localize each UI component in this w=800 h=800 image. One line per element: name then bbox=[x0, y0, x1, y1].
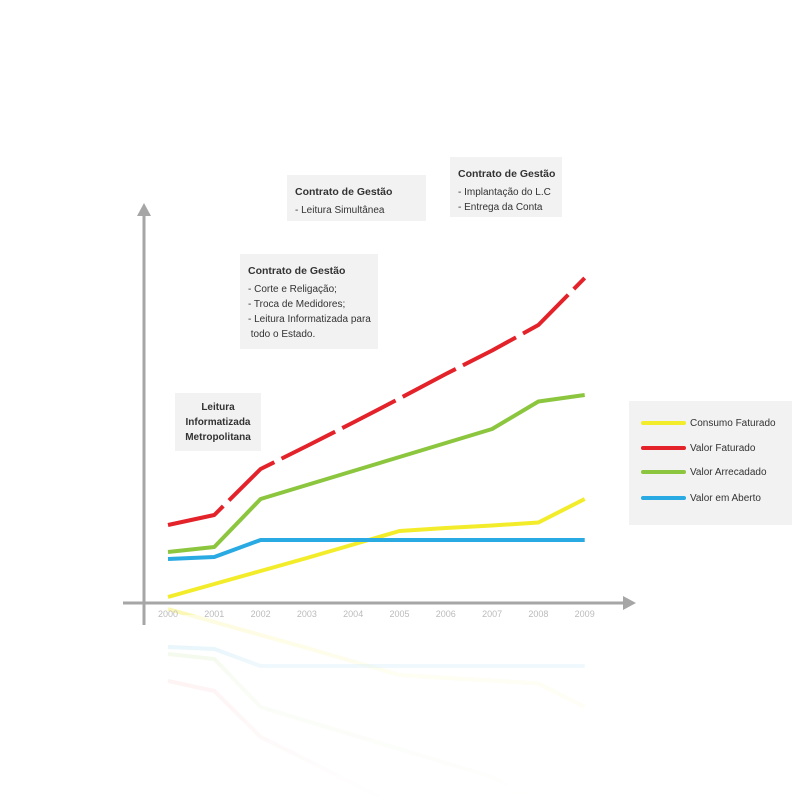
x-axis bbox=[123, 596, 636, 610]
x-tick-label: 2001 bbox=[204, 609, 224, 619]
legend-item-valor-faturado: Valor Faturado bbox=[641, 441, 755, 455]
series-line-valor-arrecadado bbox=[167, 393, 585, 554]
x-tick-label: 2002 bbox=[251, 609, 271, 619]
annotation-contrato-gestao-1: Contrato de Gestão - Corte e Religação; … bbox=[240, 254, 378, 349]
legend-label: Consumo Faturado bbox=[690, 417, 776, 429]
legend-item-consumo-faturado: Consumo Faturado bbox=[641, 416, 776, 430]
annotation-contrato-gestao-3: Contrato de Gestão - Implantação do L.C … bbox=[450, 157, 562, 217]
chart-legend: Consumo Faturado Valor Faturado Valor Ar… bbox=[629, 401, 792, 525]
annotation-line: Leitura bbox=[201, 402, 235, 413]
series-lines bbox=[167, 276, 587, 599]
series-line-valor-faturado bbox=[167, 276, 587, 527]
annotation-line: Informatizada bbox=[185, 417, 251, 428]
legend-item-valor-em-aberto: Valor em Aberto bbox=[641, 491, 761, 505]
legend-swatch bbox=[641, 446, 686, 450]
legend-label: Valor Faturado bbox=[690, 442, 756, 454]
legend-label: Valor Arrecadado bbox=[690, 466, 767, 478]
x-tick-label: 2007 bbox=[482, 609, 502, 619]
x-tick-label: 2008 bbox=[528, 609, 548, 619]
annotation-line: - Corte e Religação; bbox=[248, 284, 337, 295]
x-tick-label: 2003 bbox=[297, 609, 317, 619]
annotation-line: Metropolitana bbox=[185, 432, 251, 443]
annotation-line: - Implantação do L.C bbox=[458, 187, 551, 198]
y-axis bbox=[137, 203, 151, 625]
annotation-line: - Leitura Simultânea bbox=[295, 205, 385, 216]
x-tick-label: 2009 bbox=[575, 609, 595, 619]
series-line-valor-em-aberto bbox=[167, 538, 585, 561]
x-tick-label: 2005 bbox=[389, 609, 409, 619]
x-tick-labels: 2000 2001 2002 2003 2004 2005 2006 2007 2008 2009 bbox=[158, 609, 595, 619]
reflection-fade bbox=[100, 615, 800, 800]
series-line-consumo-faturado bbox=[167, 497, 586, 599]
legend-swatch bbox=[641, 470, 686, 474]
annotation-line: - Leitura Informatizada para bbox=[248, 314, 371, 325]
annotation-heading: Contrato de Gestão bbox=[295, 186, 393, 198]
annotation-line: - Entrega da Conta bbox=[458, 202, 543, 213]
legend-item-valor-arrecadado: Valor Arrecadado bbox=[641, 465, 767, 479]
annotation-contrato-gestao-2: Contrato de Gestão - Leitura Simultânea bbox=[287, 175, 426, 221]
x-tick-label: 2006 bbox=[436, 609, 456, 619]
legend-label: Valor em Aberto bbox=[690, 492, 761, 504]
legend-swatch bbox=[641, 496, 686, 500]
annotation-line: todo o Estado. bbox=[248, 329, 316, 340]
annotation-heading: Contrato de Gestão bbox=[248, 265, 346, 277]
annotation-metropolitana: Leitura Informatizada Metropolitana bbox=[175, 393, 261, 451]
annotation-heading: Contrato de Gestão bbox=[458, 168, 556, 180]
x-tick-label: 2004 bbox=[343, 609, 363, 619]
annotation-line: - Troca de Medidores; bbox=[248, 299, 346, 310]
x-tick-label: 2000 bbox=[158, 609, 178, 619]
legend-swatch bbox=[641, 421, 686, 425]
